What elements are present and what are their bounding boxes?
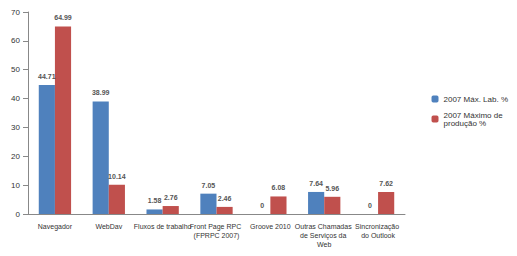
svg-text:Sincronização: Sincronização <box>355 223 401 231</box>
svg-text:60: 60 <box>11 36 20 45</box>
svg-text:de Serviços da: de Serviços da <box>300 232 348 240</box>
svg-text:38.99: 38.99 <box>92 89 110 96</box>
svg-text:Web: Web <box>317 241 331 248</box>
svg-text:WebDav: WebDav <box>95 223 122 230</box>
svg-text:Front Page RPC: Front Page RPC <box>190 223 243 231</box>
svg-text:do Outlook: do Outlook <box>361 232 395 239</box>
svg-text:0: 0 <box>260 202 264 209</box>
svg-text:(FPRPC 2007): (FPRPC 2007) <box>194 232 240 240</box>
svg-text:0: 0 <box>368 202 372 209</box>
svg-text:10: 10 <box>11 181 20 190</box>
svg-text:44.71: 44.71 <box>38 73 56 80</box>
svg-text:2007 Máximo de: 2007 Máximo de <box>443 110 505 120</box>
svg-text:0: 0 <box>16 210 21 219</box>
svg-text:70: 70 <box>11 8 20 17</box>
svg-text:20: 20 <box>11 152 20 161</box>
svg-text:Fluxos de trabalho: Fluxos de trabalho <box>134 223 192 230</box>
svg-text:1.58: 1.58 <box>148 197 162 204</box>
svg-text:7.62: 7.62 <box>379 180 393 187</box>
svg-text:30: 30 <box>11 123 20 132</box>
svg-text:50: 50 <box>11 65 20 74</box>
svg-text:7.05: 7.05 <box>202 182 216 189</box>
svg-text:2007 Máx. Lab. %: 2007 Máx. Lab. % <box>444 95 508 104</box>
svg-text:Navegador: Navegador <box>38 223 73 231</box>
svg-text:produção %: produção % <box>444 119 487 128</box>
svg-text:2.46: 2.46 <box>218 195 232 202</box>
svg-text:Outras Chamadas: Outras Chamadas <box>295 223 354 230</box>
svg-text:64.99: 64.99 <box>54 14 72 21</box>
svg-text:Groove 2010: Groove 2010 <box>250 223 291 230</box>
svg-text:7.64: 7.64 <box>309 180 323 187</box>
svg-text:2.76: 2.76 <box>164 194 178 201</box>
svg-text:10.14: 10.14 <box>108 173 126 180</box>
svg-text:5.96: 5.96 <box>325 185 339 192</box>
svg-text:40: 40 <box>11 94 20 103</box>
svg-text:6.08: 6.08 <box>272 184 286 191</box>
